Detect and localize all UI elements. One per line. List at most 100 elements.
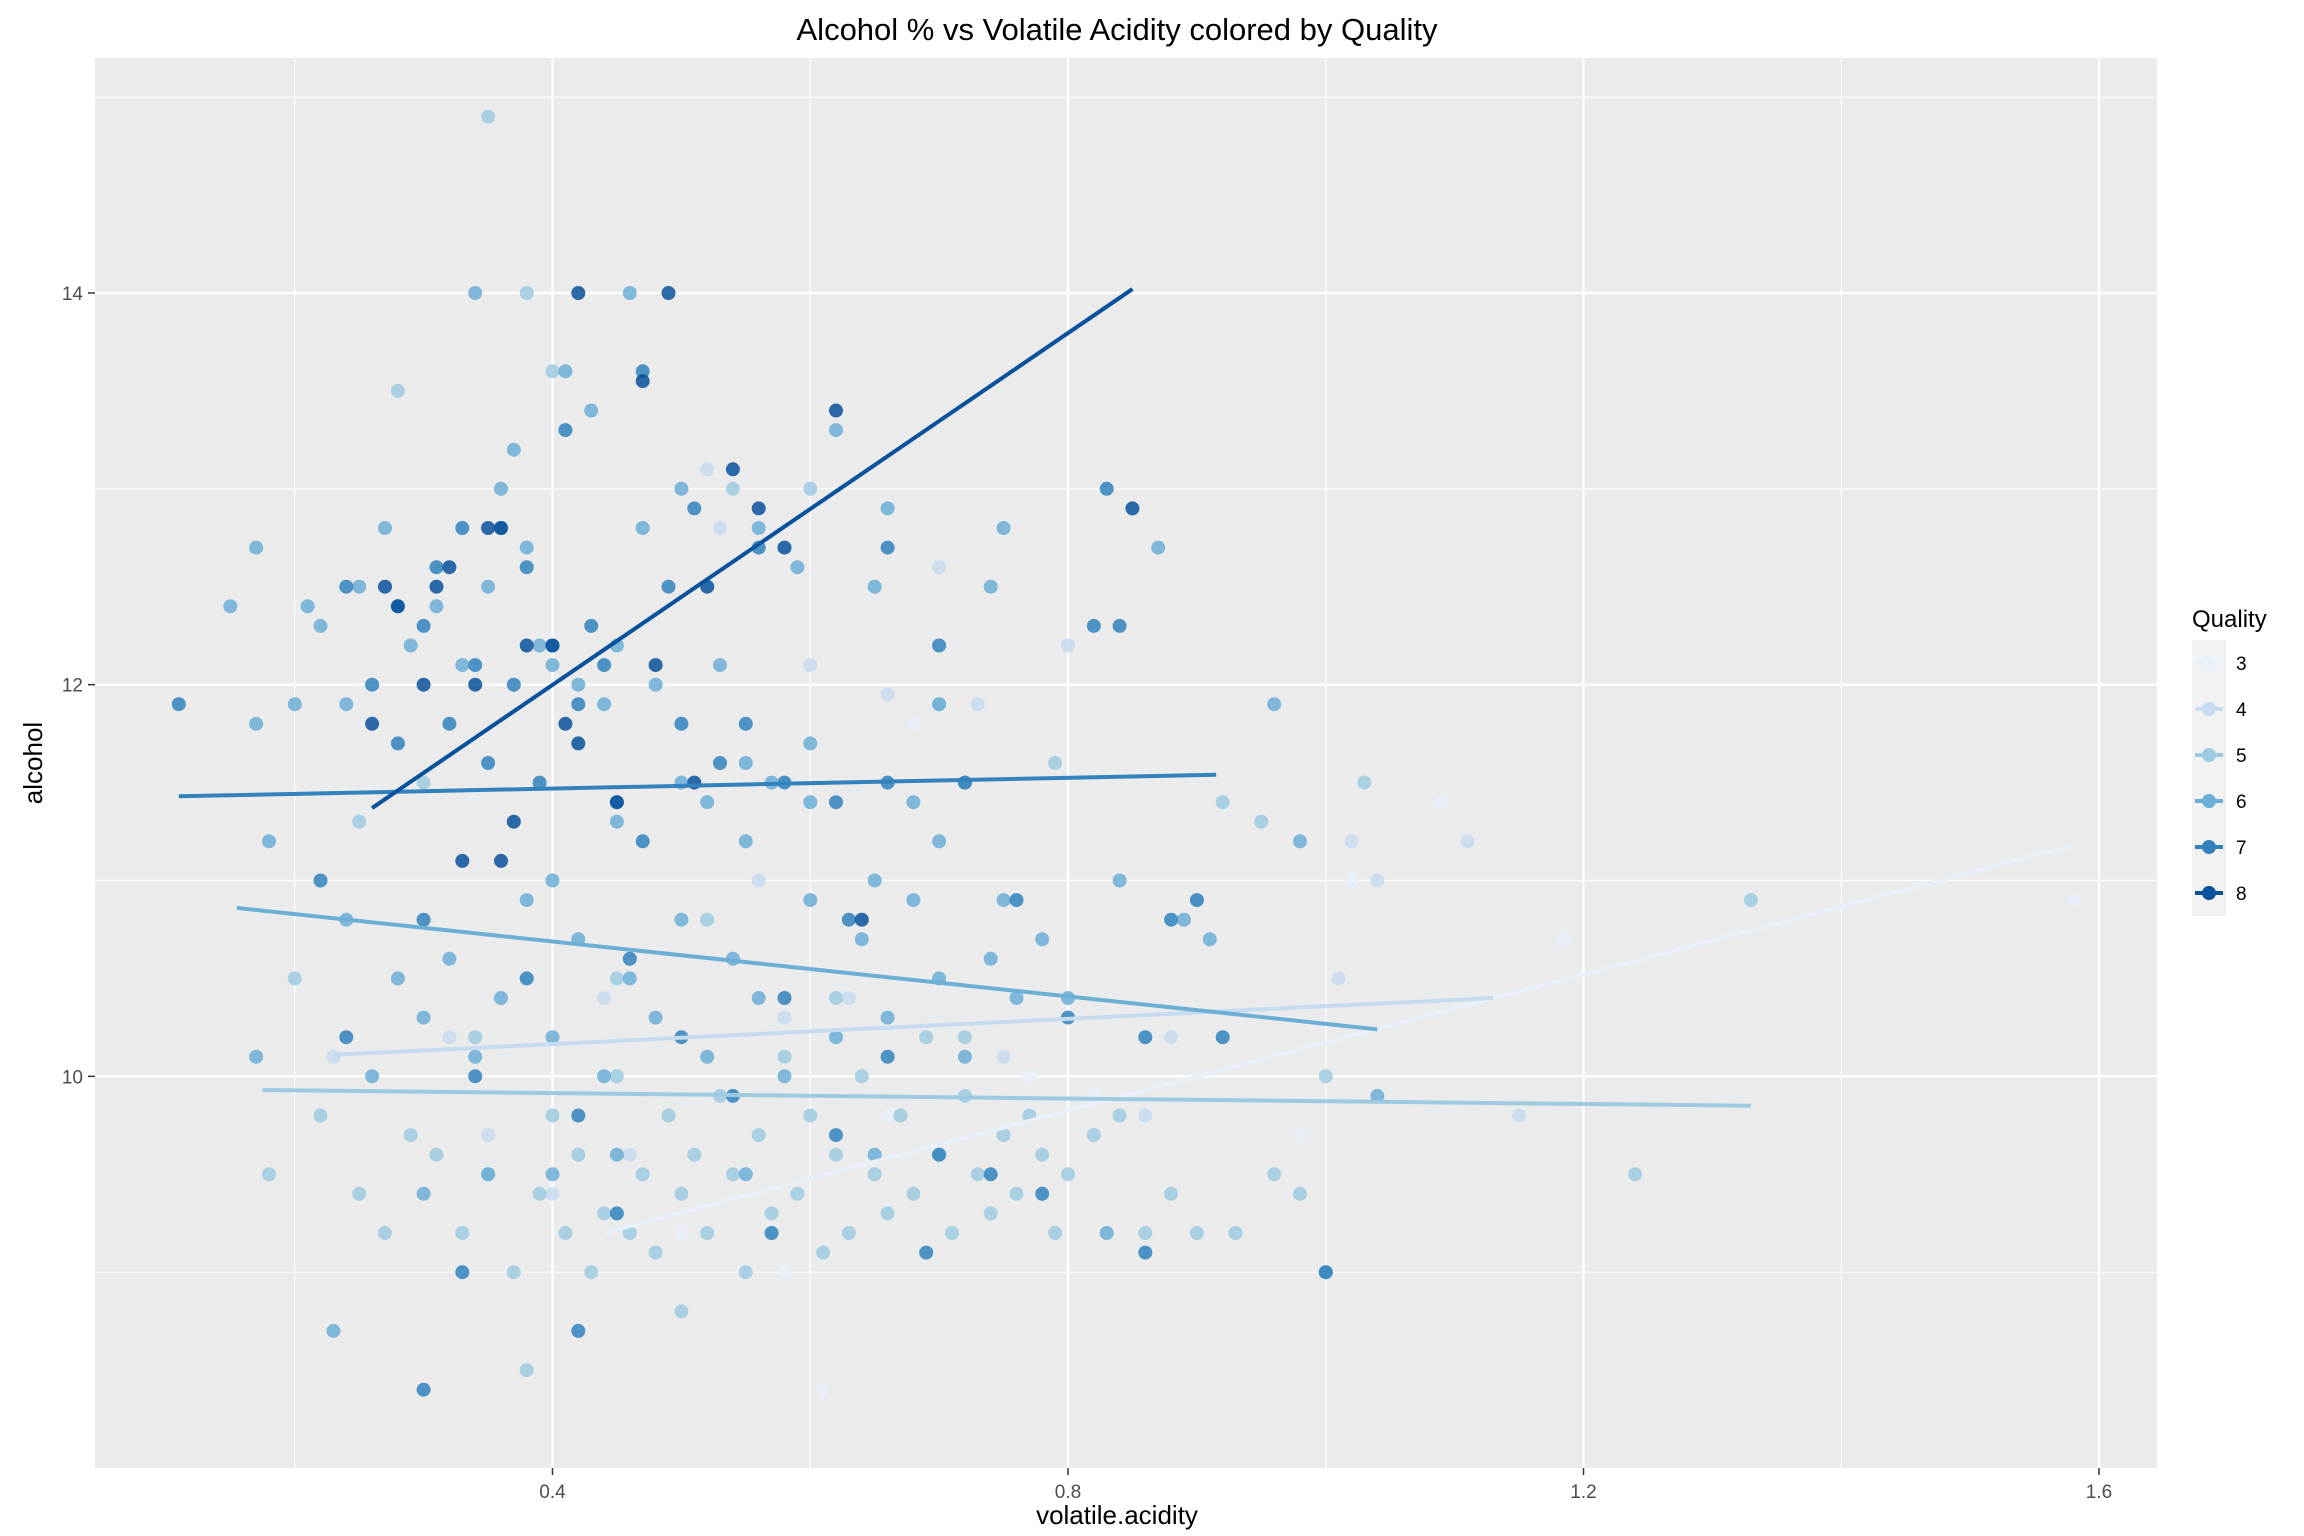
point-quality-6: [1035, 932, 1050, 947]
x-tick-label: 1.6: [2086, 1482, 2112, 1503]
point-quality-8: [854, 912, 869, 927]
point-quality-4: [622, 1147, 637, 1162]
point-quality-5: [1048, 1226, 1063, 1240]
point-quality-5: [635, 1167, 650, 1182]
point-quality-3: [674, 1226, 689, 1240]
point-quality-6: [597, 697, 612, 712]
point-quality-6: [713, 658, 727, 673]
point-quality-7: [519, 560, 534, 575]
point-quality-5: [609, 971, 624, 986]
y-axis: 10 12 14: [62, 284, 95, 1088]
point-quality-6: [1177, 912, 1191, 927]
point-quality-5: [803, 481, 818, 496]
point-quality-6: [558, 364, 573, 379]
point-quality-5: [803, 1108, 818, 1123]
point-quality-4: [545, 1186, 560, 1201]
point-quality-5: [1318, 1069, 1333, 1084]
point-quality-7: [957, 775, 972, 790]
trend-line-quality-3: [603, 843, 2074, 1235]
data-points: [171, 109, 2081, 1397]
point-quality-5: [816, 1245, 831, 1260]
point-quality-7: [416, 1382, 431, 1397]
point-quality-6: [867, 579, 882, 594]
point-quality-8: [609, 795, 624, 810]
point-quality-3: [1557, 932, 1572, 947]
point-quality-6: [545, 658, 560, 673]
point-quality-5: [1112, 1108, 1127, 1123]
point-quality-6: [700, 795, 715, 810]
point-quality-8: [777, 540, 792, 555]
point-quality-6: [519, 893, 534, 908]
point-quality-6: [674, 912, 689, 927]
point-quality-8: [545, 638, 560, 653]
point-quality-7: [429, 560, 444, 575]
point-quality-7: [390, 736, 405, 751]
point-quality-6: [648, 1010, 663, 1025]
point-quality-7: [597, 658, 612, 673]
legend-label: 8: [2236, 884, 2247, 905]
point-quality-8: [661, 286, 676, 300]
point-quality-7: [1086, 618, 1101, 633]
point-quality-8: [519, 638, 534, 653]
point-quality-4: [751, 873, 766, 888]
point-quality-8: [725, 462, 740, 477]
point-quality-7: [635, 834, 650, 849]
legend-key-point: [2202, 656, 2216, 670]
point-quality-5: [829, 1147, 843, 1162]
point-quality-6: [506, 442, 521, 457]
point-quality-7: [339, 579, 354, 594]
point-quality-6: [1202, 932, 1217, 947]
point-quality-6: [751, 521, 766, 535]
point-quality-6: [249, 1049, 264, 1064]
x-tick-label: 1.2: [1570, 1482, 1596, 1503]
point-quality-6: [829, 1030, 843, 1045]
point-quality-7: [1138, 1030, 1153, 1045]
point-quality-8: [481, 521, 496, 535]
point-quality-6: [738, 756, 753, 770]
point-quality-4: [1331, 971, 1346, 986]
point-quality-4: [880, 687, 895, 702]
point-quality-7: [468, 658, 483, 673]
point-quality-5: [584, 1265, 599, 1280]
point-quality-5: [609, 1069, 624, 1084]
point-quality-5: [403, 1128, 418, 1143]
point-quality-4: [1460, 834, 1475, 849]
point-quality-4: [1061, 638, 1075, 653]
point-quality-7: [919, 1245, 934, 1260]
point-quality-6: [532, 638, 547, 653]
trend-lines: [178, 287, 2074, 1235]
point-quality-3: [880, 1108, 895, 1123]
point-quality-6: [519, 540, 534, 555]
legend-key-point: [2202, 748, 2216, 762]
point-quality-7: [635, 364, 650, 379]
point-quality-5: [777, 1049, 792, 1064]
point-quality-7: [880, 1049, 895, 1064]
point-quality-5: [519, 1363, 534, 1378]
x-tick-label: 0.8: [1055, 1482, 1081, 1503]
point-quality-5: [854, 1069, 869, 1084]
point-quality-5: [970, 1167, 985, 1182]
point-quality-6: [674, 481, 689, 496]
point-quality-7: [339, 1030, 354, 1045]
point-quality-6: [777, 1069, 792, 1084]
point-quality-5: [468, 1030, 483, 1045]
point-quality-5: [945, 1226, 959, 1240]
point-quality-4: [700, 462, 715, 477]
point-quality-5: [429, 1147, 444, 1162]
point-quality-5: [648, 1245, 663, 1260]
point-quality-4: [1512, 1108, 1527, 1123]
point-quality-7: [674, 716, 689, 731]
point-quality-3: [1434, 795, 1449, 810]
point-quality-7: [1035, 1186, 1050, 1201]
point-quality-5: [700, 912, 715, 927]
point-quality-5: [558, 1226, 573, 1240]
point-quality-4: [841, 991, 856, 1005]
point-quality-5: [532, 1186, 547, 1201]
point-quality-5: [919, 1030, 934, 1045]
point-quality-6: [906, 795, 921, 810]
point-quality-4: [803, 658, 818, 673]
point-quality-5: [1215, 795, 1230, 810]
point-quality-5: [1744, 893, 1758, 908]
point-quality-7: [1189, 893, 1204, 908]
